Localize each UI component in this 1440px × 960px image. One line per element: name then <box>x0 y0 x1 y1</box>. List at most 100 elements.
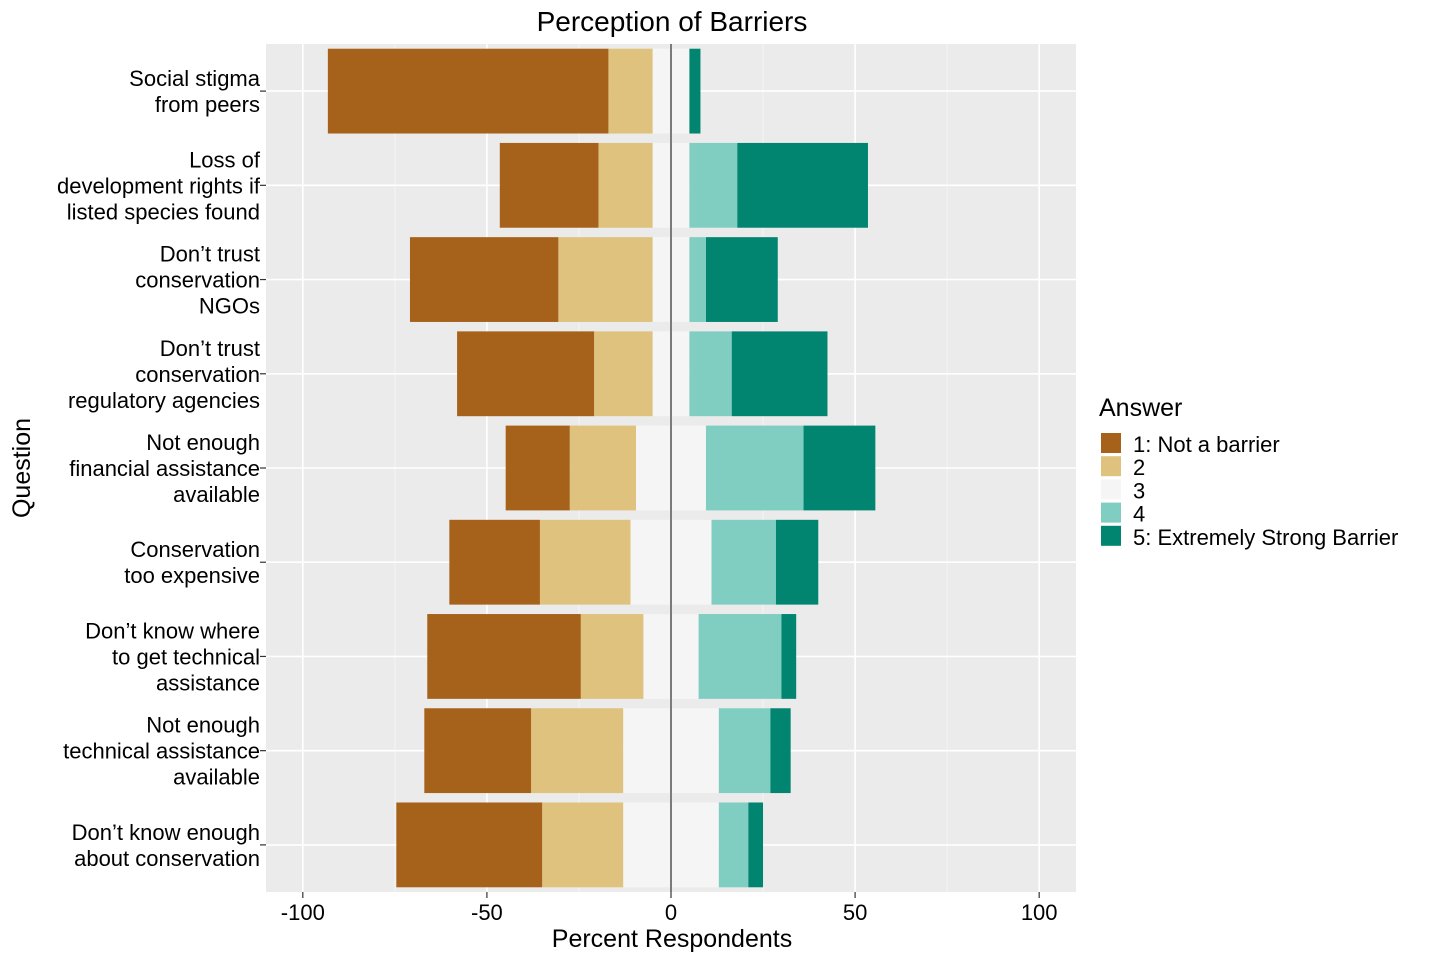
x-tick-label: 100 <box>1021 900 1058 925</box>
legend-title: Answer <box>1099 394 1182 422</box>
bar-segment <box>539 519 631 605</box>
x-axis: -100 -50 0 50 100 <box>281 892 1058 925</box>
bar-segment <box>623 708 671 794</box>
legend-swatch <box>1101 502 1121 523</box>
y-tick-label-line: Conservation <box>130 537 260 562</box>
y-tick-label-line: to get technical <box>112 644 260 669</box>
y-tick-label-line: Not enough <box>146 713 260 738</box>
bar-segment <box>409 237 559 322</box>
bar-segment <box>580 614 644 699</box>
bar-segment <box>598 142 653 228</box>
bar-segment <box>748 802 764 888</box>
y-tick-label: Don’t know enough about conservation <box>72 820 260 871</box>
x-tick-label: -50 <box>471 900 503 925</box>
y-tick-label-line: conservation <box>135 268 260 293</box>
y-tick-label-line: Loss of <box>189 147 261 172</box>
y-tick-label-line: too expensive <box>124 563 260 588</box>
bar-segment <box>689 237 706 322</box>
y-tick-label-line: technical assistance <box>63 739 260 764</box>
y-tick-label-line: Don’t know where <box>85 618 260 643</box>
bar-segment <box>718 802 749 888</box>
legend-swatch <box>1101 525 1121 546</box>
y-axis: Social stigma from peers Loss of developmen… <box>57 66 266 871</box>
y-tick-label-line: listed species found <box>67 199 260 224</box>
bar-segment <box>671 142 690 228</box>
x-tick-label: 0 <box>665 900 677 925</box>
y-tick-label: Conservation too expensive <box>124 537 260 588</box>
x-axis-label: Percent Respondents <box>552 925 792 953</box>
y-tick-label-line: Don’t trust <box>160 336 260 361</box>
bar-segment <box>499 142 599 228</box>
y-tick-label-line: from peers <box>155 92 260 117</box>
bars <box>327 48 876 888</box>
bar-segment <box>652 237 671 322</box>
y-tick-label-line: Don’t trust <box>160 242 260 267</box>
y-tick-label-line: conservation <box>135 362 260 387</box>
y-tick-label-line: Not enough <box>146 430 260 455</box>
bar-segment <box>698 614 782 699</box>
chart-title: Perception of Barriers <box>537 6 808 37</box>
y-tick-label-line: assistance <box>156 670 260 695</box>
bar-segment <box>630 519 671 605</box>
bar-segment <box>643 614 671 699</box>
y-tick-label: Don’t trust conservation regulatory agenci… <box>68 336 260 413</box>
bar-segment <box>396 802 543 888</box>
bar-segment <box>427 614 581 699</box>
y-tick-label-line: available <box>173 482 260 507</box>
bar-segment <box>671 237 690 322</box>
x-tick-label: 50 <box>843 900 867 925</box>
bar-segment <box>636 425 671 511</box>
bar-segment <box>705 425 804 511</box>
bar-segment <box>424 708 532 794</box>
bar-segment <box>803 425 876 511</box>
bar-segment <box>705 237 778 322</box>
y-tick-label-line: about conservation <box>74 846 260 871</box>
y-tick-label: Not enough technical assistance available <box>63 713 260 790</box>
y-tick-label: Don’t trust conservation NGOs <box>135 242 260 319</box>
bar-segment <box>737 142 868 228</box>
bar-segment <box>671 425 706 511</box>
bar-segment <box>671 519 712 605</box>
y-tick-label: Social stigma from peers <box>129 66 261 117</box>
bar-segment <box>623 802 671 888</box>
legend-label: 4 <box>1133 502 1145 527</box>
bar-segment <box>531 708 624 794</box>
y-tick-label: Loss of development rights if listed speci… <box>57 147 261 224</box>
y-tick-label-line: financial assistance <box>69 456 260 481</box>
bar-segment <box>689 331 732 417</box>
y-tick-label-line: development rights if <box>57 173 261 198</box>
bar-segment <box>652 142 671 228</box>
y-tick-label: Not enough financial assistance available <box>69 430 260 507</box>
bar-segment <box>505 425 570 511</box>
legend-swatch <box>1101 479 1121 500</box>
y-tick-label-line: regulatory agencies <box>68 388 260 413</box>
y-tick-label: Don’t know where to get technical assistan… <box>85 618 260 695</box>
legend-label: 1: Not a barrier <box>1133 432 1280 457</box>
bar-segment <box>569 425 637 511</box>
bar-segment <box>652 48 671 134</box>
bar-segment <box>731 331 828 417</box>
y-tick-label-line: Don’t know enough <box>72 820 260 845</box>
bar-segment <box>671 331 690 417</box>
y-axis-label: Question <box>8 418 36 518</box>
bar-segment <box>558 237 653 322</box>
bar-segment <box>770 708 791 794</box>
bar-segment <box>652 331 671 417</box>
bar-segment <box>449 519 540 605</box>
y-tick-label-line: available <box>173 765 260 790</box>
bar-segment <box>671 802 719 888</box>
bar-segment <box>671 708 719 794</box>
bar-segment <box>594 331 653 417</box>
bar-segment <box>457 331 595 417</box>
y-tick-label-line: NGOs <box>199 294 260 319</box>
bar-segment <box>711 519 776 605</box>
bar-segment <box>542 802 624 888</box>
legend-label: 5: Extremely Strong Barrier <box>1133 525 1398 550</box>
bar-segment <box>689 142 738 228</box>
bar-segment <box>327 48 609 134</box>
legend-label: 2 <box>1133 455 1145 480</box>
legend-swatch <box>1101 433 1121 453</box>
bar-segment <box>775 519 819 605</box>
